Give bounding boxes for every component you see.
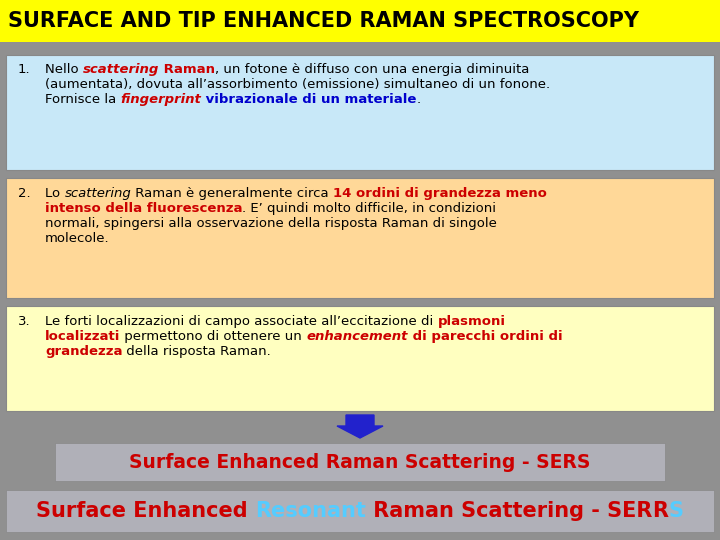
Text: della risposta Raman.: della risposta Raman.: [122, 345, 271, 358]
Text: 2.: 2.: [18, 187, 31, 200]
Text: normali, spingersi alla osservazione della risposta Raman di singole: normali, spingersi alla osservazione del…: [45, 217, 497, 230]
Text: Raman: Raman: [159, 63, 215, 76]
Text: , un fotone è diffuso con una energia diminuita: , un fotone è diffuso con una energia di…: [215, 63, 530, 76]
Text: Raman Scattering - SER: Raman Scattering - SER: [366, 501, 652, 521]
Text: fingerprint: fingerprint: [120, 93, 202, 106]
Text: molecole.: molecole.: [45, 232, 109, 245]
Text: 3.: 3.: [18, 315, 31, 328]
Text: 14 ordini di grandezza meno: 14 ordini di grandezza meno: [333, 187, 547, 200]
Text: Resonant: Resonant: [256, 501, 366, 521]
Text: (aumentata), dovuta all’assorbimento (emissione) simultaneo di un fonone.: (aumentata), dovuta all’assorbimento (em…: [45, 78, 550, 91]
Text: scattering: scattering: [64, 187, 131, 200]
Bar: [6, 490, 714, 532]
Bar: [6, 178, 714, 298]
Text: enhancement: enhancement: [307, 330, 408, 343]
Text: 1.: 1.: [18, 63, 31, 76]
Text: Raman è generalmente circa: Raman è generalmente circa: [131, 187, 333, 200]
Text: vibrazionale di un materiale: vibrazionale di un materiale: [202, 93, 417, 106]
Text: .: .: [417, 93, 421, 106]
Text: Lo: Lo: [45, 187, 64, 200]
Text: grandezza: grandezza: [45, 345, 122, 358]
Text: scattering: scattering: [83, 63, 159, 76]
Text: plasmoni: plasmoni: [438, 315, 505, 328]
Bar: [0, 0, 720, 42]
Text: SURFACE AND TIP ENHANCED RAMAN SPECTROSCOPY: SURFACE AND TIP ENHANCED RAMAN SPECTROSC…: [8, 11, 639, 31]
Text: R: R: [652, 501, 669, 521]
Bar: [6, 306, 714, 411]
Text: S: S: [669, 501, 683, 521]
Text: intenso della fluorescenza: intenso della fluorescenza: [45, 202, 243, 215]
Text: Le forti localizzazioni di campo associate all’eccitazione di: Le forti localizzazioni di campo associa…: [45, 315, 438, 328]
Text: Fornisce la: Fornisce la: [45, 93, 120, 106]
Text: localizzati: localizzati: [45, 330, 120, 343]
FancyArrow shape: [337, 415, 383, 438]
Text: Surface Enhanced: Surface Enhanced: [37, 501, 256, 521]
Text: permettono di ottenere un: permettono di ottenere un: [120, 330, 307, 343]
Text: Surface Enhanced Raman Scattering - SERS: Surface Enhanced Raman Scattering - SERS: [130, 453, 590, 471]
Bar: [55, 443, 665, 481]
Text: . E’ quindi molto difficile, in condizioni: . E’ quindi molto difficile, in condizio…: [243, 202, 497, 215]
Text: di parecchi ordini di: di parecchi ordini di: [408, 330, 562, 343]
Bar: [6, 55, 714, 170]
Text: Nello: Nello: [45, 63, 83, 76]
